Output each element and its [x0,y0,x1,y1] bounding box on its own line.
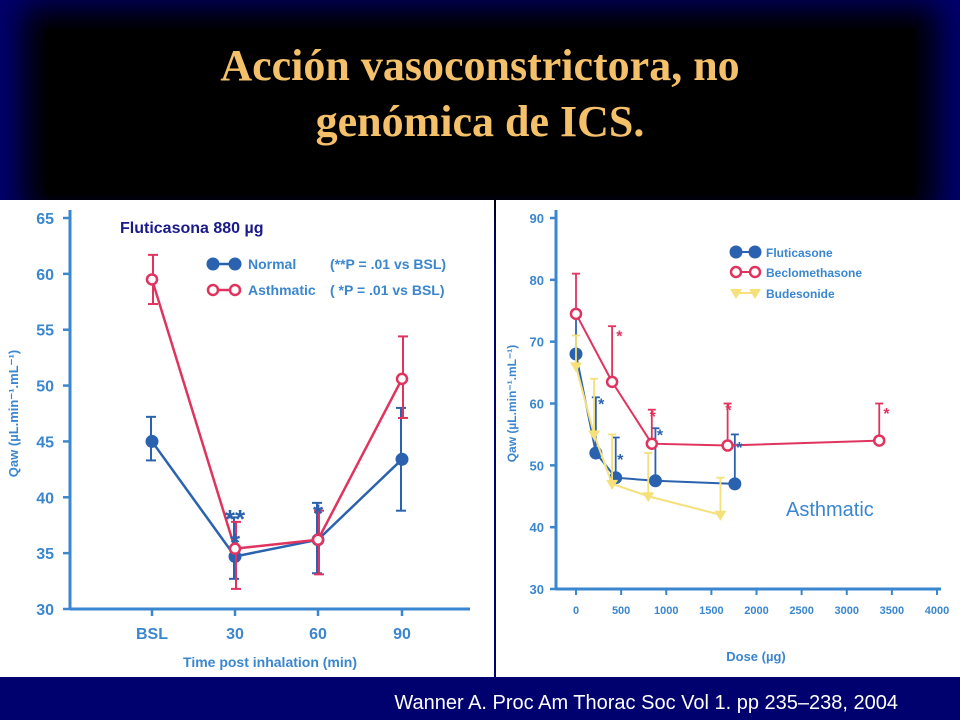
significance-mark: * [616,328,623,345]
significance-mark: * [598,397,605,414]
legend-marker [228,283,242,297]
legend-marker [748,265,762,279]
y-tick-label: 40 [36,490,54,507]
y-tick-label: 55 [36,323,54,340]
series-budesonide [570,334,727,521]
right-chart-panel: 30 40 50 60 70 80 90 0 500 1000 1500 2000 2500 3000 35… [496,200,960,677]
y-tick-label: 90 [530,211,544,226]
x-tick-label: 1500 [699,605,723,617]
series-fluticasone [569,309,742,491]
data-point [645,437,659,450]
legend-marker [748,245,762,259]
legend-marker [206,257,220,271]
x-axis-label: Time post inhalation (min) [183,654,357,670]
significance-mark: * [883,406,890,423]
x-tick-label: BSL [136,626,168,643]
y-tick-label: 60 [36,267,54,284]
data-point [569,307,583,321]
significance-mark: * [617,452,624,469]
y-tick-label: 65 [36,211,54,228]
x-tick-label: 2500 [789,605,813,617]
title-line-1: Acción vasoconstrictora, no [220,41,740,90]
significance-mark: ** [225,504,246,534]
series-line [150,279,404,551]
legend-marker [749,289,761,299]
title-line-2: genómica de ICS. [315,97,645,146]
slide-title: Acción vasoconstrictora, no genómica de … [45,38,915,150]
y-axis-label: Qaw (µL.min⁻¹.mL⁻¹) [505,345,519,463]
left-chart-panel: 30 35 40 45 50 55 60 65 BSL 30 60 90 Time post inhal… [0,200,494,677]
legend-marker [729,265,743,279]
chart-annotation: Fluticasona 880 µg [120,220,263,237]
x-tick-label: 90 [393,626,411,643]
x-tick-label: 4000 [925,605,949,617]
legend-marker [730,289,742,299]
y-tick-label: 35 [36,546,54,563]
y-tick-label: 60 [530,397,544,412]
legend-marker [206,283,220,297]
y-tick-label: 30 [530,582,544,597]
legend-note: ( *P = .01 vs BSL) [330,282,445,298]
significance-mark: * [313,498,324,528]
legend-label: Normal [248,256,296,272]
significance-mark: * [725,403,732,420]
x-tick-label: 2000 [744,605,768,617]
x-tick-label: 1000 [654,605,678,617]
time-course-chart: 30 35 40 45 50 55 60 65 BSL 30 60 90 Time post inhal… [6,210,470,670]
y-axis-label: Qaw (µL.min⁻¹.mL⁻¹) [6,350,21,477]
legend-marker [228,257,242,271]
x-tick-label: 3000 [835,605,859,617]
data-point [728,477,742,491]
y-tick-label: 40 [530,520,544,535]
series-line [150,440,403,558]
data-point [228,542,242,555]
data-point [714,510,727,521]
citation-text: Wanner A. Proc Am Thorac Soc Vol 1. pp 2… [394,692,898,714]
data-point [648,474,662,488]
dose-response-chart: 30 40 50 60 70 80 90 0 500 1000 1500 2000 2500 3000 35… [505,210,949,664]
legend-label: Budesonide [766,287,835,301]
y-tick-label: 50 [36,379,54,396]
data-point [872,434,886,447]
data-point [721,439,734,452]
x-tick-label: 0 [573,605,579,617]
legend-label: Asthmatic [248,282,316,298]
significance-mark: * [736,440,743,457]
x-tick-label: 3500 [880,605,904,617]
data-point [145,434,159,448]
data-point [145,273,159,286]
y-tick-label: 50 [530,458,544,473]
title-background [45,28,915,196]
significance-mark: * [650,409,657,426]
data-point [605,375,619,389]
x-tick-label: 500 [612,605,630,617]
series-asthmatic [145,253,409,590]
y-tick-label: 70 [530,335,544,350]
y-tick-label: 45 [36,434,54,451]
data-point [606,479,619,490]
data-point [570,362,582,373]
x-tick-label: 60 [309,626,327,643]
chart-annotation: Asthmatic [786,499,874,521]
data-point [311,533,325,546]
legend-note: (**P = .01 vs BSL) [330,256,446,272]
x-axis-label: Dose (µg) [726,649,786,664]
x-tick-label: 30 [226,626,244,643]
series-normal [145,406,409,580]
legend-label: Beclomethasone [766,266,862,280]
data-point [395,372,409,386]
legend-marker [729,245,743,259]
data-point [395,452,409,466]
data-point [642,492,655,503]
y-tick-label: 80 [530,273,544,288]
data-point [588,430,601,441]
series-beclomethasone [569,272,886,452]
significance-mark: * [657,427,664,444]
y-tick-label: 30 [36,602,54,619]
significance-mark: * [230,528,241,558]
legend-label: Fluticasone [766,246,833,260]
